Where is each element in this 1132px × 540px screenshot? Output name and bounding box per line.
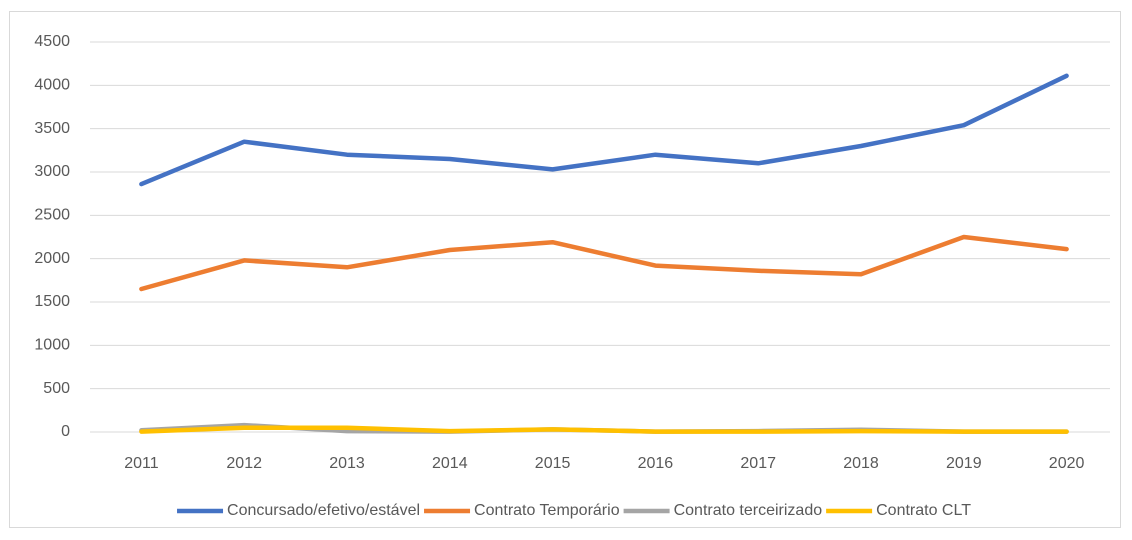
legend-item: Contrato CLT bbox=[826, 502, 971, 519]
legend-label: Contrato terceirizado bbox=[674, 502, 823, 519]
x-tick-label: 2017 bbox=[740, 455, 776, 472]
y-tick-label: 1000 bbox=[34, 337, 70, 354]
x-tick-label: 2013 bbox=[329, 455, 365, 472]
x-tick-label: 2019 bbox=[946, 455, 982, 472]
y-tick-label: 2000 bbox=[34, 250, 70, 267]
legend-label: Concursado/efetivo/estável bbox=[227, 502, 420, 519]
x-tick-label: 2012 bbox=[226, 455, 262, 472]
legend-item: Contrato Temporário bbox=[424, 502, 620, 519]
chart-frame bbox=[9, 11, 1121, 528]
x-tick-label: 2011 bbox=[124, 455, 159, 472]
y-tick-label: 1500 bbox=[34, 293, 70, 310]
y-tick-label: 3000 bbox=[34, 163, 70, 180]
y-tick-label: 4500 bbox=[34, 33, 70, 50]
y-tick-label: 2500 bbox=[34, 207, 70, 224]
y-tick-label: 500 bbox=[43, 380, 70, 397]
series-line bbox=[139, 425, 1069, 434]
x-tick-label: 2015 bbox=[535, 455, 571, 472]
x-tick-label: 2014 bbox=[432, 455, 468, 472]
series-line bbox=[139, 73, 1069, 187]
legend-label: Contrato Temporário bbox=[474, 502, 620, 519]
y-tick-label: 3500 bbox=[34, 120, 70, 137]
legend-item: Concursado/efetivo/estável bbox=[177, 502, 420, 519]
y-tick-label: 4000 bbox=[34, 77, 70, 94]
x-tick-label: 2016 bbox=[638, 455, 674, 472]
y-tick-label: 0 bbox=[61, 423, 70, 440]
legend-label: Contrato CLT bbox=[876, 502, 971, 519]
series-line bbox=[139, 234, 1069, 292]
legend-item: Contrato terceirizado bbox=[623, 502, 823, 519]
x-tick-label: 2020 bbox=[1049, 455, 1085, 472]
x-tick-label: 2018 bbox=[843, 455, 879, 472]
